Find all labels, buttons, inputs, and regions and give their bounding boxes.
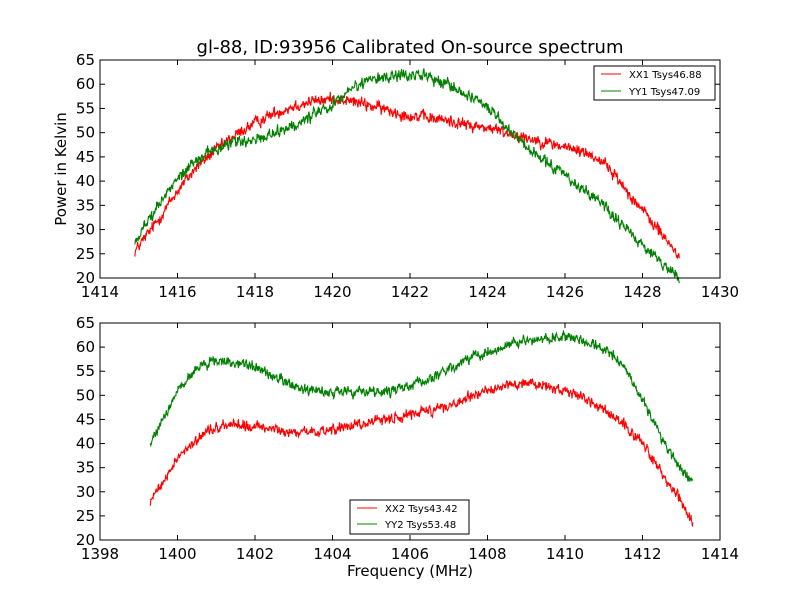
bottom-legend: XX2 Tsys43.42 YY2 Tsys53.48 [349,499,470,535]
top-y-tick-label: 65 [76,51,95,69]
bottom-x-tick-label: 1406 [391,545,429,563]
bottom-x-tick-label: 1402 [236,545,274,563]
top-y-tick-label: 55 [76,99,95,117]
top-panel: gl-88, ID:93956 Calibrated On-source spe… [52,37,739,301]
bottom-y-tick-label: 40 [76,435,95,453]
top-y-tick-label: 35 [76,196,95,214]
top-y-tick-label: 40 [76,172,95,190]
top-x-tick-label: 1420 [313,283,351,301]
top-y-tick-label: 20 [76,269,95,287]
top-legend-label-yy1: YY1 Tsys47.09 [628,87,700,98]
bottom-legend-label-yy2: YY2 Tsys53.48 [384,520,456,531]
top-y-tick-label: 30 [76,221,95,239]
top-legend: XX1 Tsys46.88 YY1 Tsys47.09 [593,65,716,101]
top-x-tick-label: 1414 [81,283,119,301]
top-plot-area: 1414 1416 1418 1420 1422 1424 1426 1428 1430 20 25… [76,51,739,301]
top-x-tick-label: 1424 [468,283,506,301]
bottom-y-tick-label: 45 [76,410,95,428]
bottom-x-tick-label: 1398 [81,545,119,563]
bottom-x-tick-label: 1400 [158,545,196,563]
top-x-tick-label: 1426 [546,283,584,301]
top-x-tick-label: 1416 [158,283,196,301]
bottom-y-tick-label: 50 [76,386,95,404]
bottom-y-tick-label: 30 [76,483,95,501]
bottom-panel: Frequency (MHz) 1398 1400 1402 1404 1406 1408… [76,314,739,580]
top-y-tick-label: 45 [76,148,95,166]
bottom-x-tick-label: 1408 [468,545,506,563]
bottom-x-tick-label: 1404 [313,545,351,563]
bottom-y-tick-label: 25 [76,507,95,525]
bottom-x-tick-label: 1412 [623,545,661,563]
top-legend-label-xx1: XX1 Tsys46.88 [629,70,702,81]
top-x-tick-label: 1422 [391,283,429,301]
bottom-series-line-0 [149,378,694,527]
bottom-plot-area: 1398 1400 1402 1404 1406 1408 1410 1412 1414 20 25… [76,314,739,563]
top-y-axis-label: Power in Kelvin [52,112,70,226]
bottom-legend-label-xx2: XX2 Tsys43.42 [385,504,458,515]
bottom-x-axis-label: Frequency (MHz) [347,562,473,580]
top-series-line-1 [134,68,680,284]
bottom-x-tick-label: 1414 [701,545,739,563]
top-y-tick-label: 25 [76,245,95,263]
top-x-tick-label: 1418 [236,283,274,301]
top-y-tick-label: 60 [76,75,95,93]
top-y-tick-label: 50 [76,124,95,142]
bottom-y-tick-label: 20 [76,531,95,549]
chart-title: gl-88, ID:93956 Calibrated On-source spe… [197,37,624,58]
bottom-series-line-1 [149,330,694,482]
bottom-y-tick-label: 55 [76,362,95,380]
bottom-y-tick-label: 60 [76,338,95,356]
bottom-y-tick-label: 65 [76,314,95,332]
bottom-y-tick-label: 35 [76,459,95,477]
bottom-x-tick-label: 1410 [546,545,584,563]
top-x-tick-label: 1430 [701,283,739,301]
top-legend-box [593,65,716,101]
top-x-tick-label: 1428 [623,283,661,301]
bottom-legend-box [349,499,470,535]
